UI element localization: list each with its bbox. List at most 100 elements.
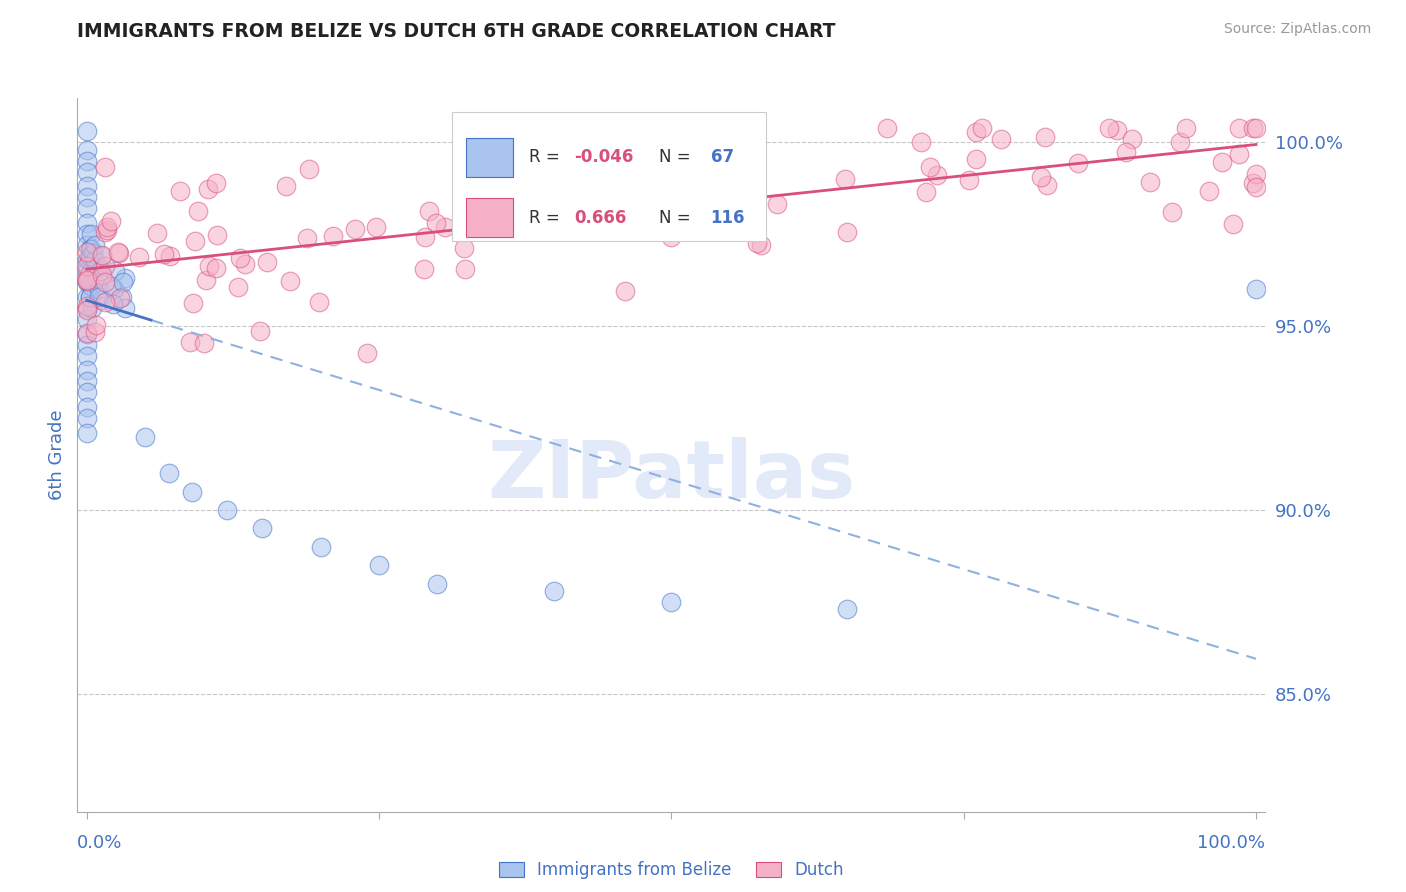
Point: [834, 172, 856, 186]
Point: [84, 326, 107, 340]
Point: [322, 229, 344, 244]
Point: [659, 130, 682, 145]
Point: [80, 278, 103, 293]
Point: [107, 245, 129, 260]
Point: [76, 375, 98, 389]
Point: [157, 467, 180, 481]
Point: [76, 143, 98, 157]
Point: [496, 154, 519, 169]
Point: [215, 503, 238, 517]
Point: [76, 311, 98, 326]
Text: R =: R =: [529, 209, 565, 227]
Point: [344, 221, 367, 235]
Point: [1244, 167, 1267, 181]
Point: [107, 246, 129, 260]
Text: IMMIGRANTS FROM BELIZE VS DUTCH 6TH GRADE CORRELATION CHART: IMMIGRANTS FROM BELIZE VS DUTCH 6TH GRAD…: [77, 22, 835, 41]
Point: [876, 120, 898, 135]
Point: [297, 162, 319, 177]
Point: [249, 324, 271, 338]
Point: [204, 176, 226, 190]
Point: [418, 204, 440, 219]
Point: [1241, 120, 1264, 135]
Point: [76, 124, 98, 138]
Point: [910, 135, 932, 149]
Point: [1222, 217, 1244, 231]
Point: [637, 192, 659, 206]
Point: [588, 203, 610, 218]
Text: 67: 67: [710, 148, 734, 166]
Point: [76, 303, 98, 318]
Text: -0.046: -0.046: [574, 148, 633, 166]
Point: [76, 164, 98, 178]
Point: [76, 252, 98, 267]
Point: [522, 162, 544, 177]
Point: [229, 251, 252, 265]
Point: [187, 204, 209, 219]
Point: [454, 262, 477, 277]
Point: [659, 229, 682, 244]
Point: [278, 274, 301, 288]
Point: [1139, 175, 1161, 189]
Point: [111, 290, 134, 304]
Point: [76, 275, 98, 289]
Point: [104, 264, 127, 278]
Point: [413, 229, 436, 244]
Point: [1229, 120, 1251, 135]
Point: [205, 261, 228, 276]
Point: [76, 245, 98, 260]
Point: [413, 261, 436, 276]
Point: [76, 349, 98, 363]
Point: [574, 203, 596, 218]
Point: [76, 153, 98, 168]
Point: [87, 282, 110, 296]
Point: [153, 247, 176, 261]
Point: [918, 160, 941, 174]
Point: [181, 484, 204, 499]
Text: N =: N =: [659, 209, 696, 227]
Point: [76, 326, 98, 341]
Point: [76, 269, 98, 284]
Point: [76, 190, 98, 204]
Point: [80, 264, 103, 278]
Point: [82, 301, 104, 315]
Point: [79, 242, 101, 256]
Point: [1241, 176, 1264, 190]
Point: [1244, 120, 1267, 135]
Point: [76, 179, 98, 194]
Point: [717, 198, 740, 212]
Point: [101, 297, 124, 311]
Point: [128, 251, 150, 265]
Point: [837, 225, 859, 239]
Point: [426, 576, 449, 591]
Point: [79, 290, 101, 304]
Point: [94, 259, 117, 273]
Point: [84, 318, 107, 332]
Point: [111, 275, 134, 289]
Point: [1227, 147, 1250, 161]
Point: [83, 252, 105, 267]
Point: [766, 197, 789, 211]
Point: [79, 290, 101, 304]
Point: [183, 296, 205, 310]
Point: [453, 241, 475, 255]
Point: [114, 271, 136, 285]
FancyBboxPatch shape: [451, 112, 766, 241]
Point: [94, 161, 117, 175]
Legend: Immigrants from Belize, Dutch: Immigrants from Belize, Dutch: [492, 855, 851, 886]
Point: [89, 264, 111, 278]
Point: [198, 259, 221, 273]
Point: [76, 238, 98, 252]
Point: [82, 245, 104, 260]
Point: [644, 192, 666, 206]
Point: [77, 275, 100, 289]
Text: 0.666: 0.666: [574, 209, 626, 227]
Point: [195, 273, 218, 287]
Point: [76, 290, 98, 304]
Point: [76, 216, 98, 230]
Point: [76, 264, 98, 278]
Point: [90, 268, 112, 282]
Point: [80, 242, 103, 256]
Point: [1035, 178, 1057, 192]
Point: [1115, 145, 1137, 159]
Point: [463, 215, 485, 229]
